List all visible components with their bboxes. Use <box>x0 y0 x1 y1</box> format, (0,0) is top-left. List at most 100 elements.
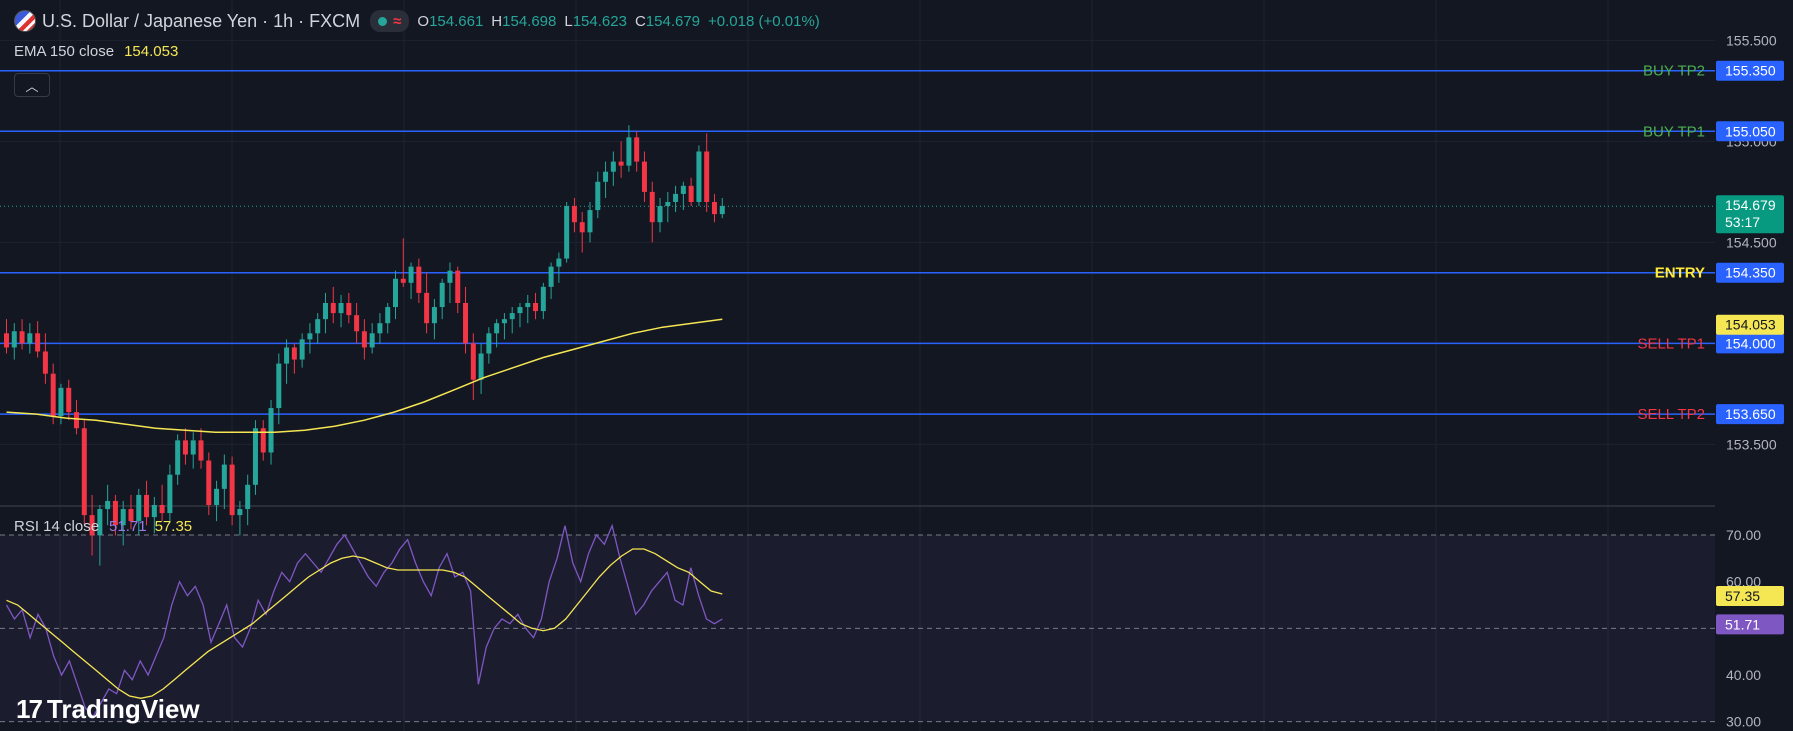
candle[interactable] <box>66 379 72 421</box>
candle[interactable] <box>416 258 422 303</box>
candle[interactable] <box>229 456 235 526</box>
candle[interactable] <box>4 319 9 354</box>
candle[interactable] <box>11 323 17 360</box>
candle[interactable] <box>307 323 313 354</box>
candle[interactable] <box>206 452 212 516</box>
candle[interactable] <box>649 181 655 243</box>
candle[interactable] <box>330 286 336 324</box>
candle[interactable] <box>455 266 461 314</box>
candle[interactable] <box>112 494 118 536</box>
candle[interactable] <box>27 323 33 354</box>
candle[interactable] <box>50 363 56 425</box>
candle[interactable] <box>315 313 321 344</box>
candle[interactable] <box>525 294 531 324</box>
candle[interactable] <box>361 319 367 360</box>
candle[interactable] <box>175 434 181 485</box>
level-entry[interactable]: ENTRY <box>0 265 1715 282</box>
trade-levels[interactable]: BUY TP2 BUY TP1 ENTRY SELL TP1 SELL TP2 <box>0 63 1715 423</box>
candle[interactable] <box>159 484 165 522</box>
candle[interactable] <box>564 202 570 263</box>
level-sell-tp1[interactable]: SELL TP1 <box>0 335 1715 352</box>
candle[interactable] <box>81 420 87 526</box>
candle[interactable] <box>377 313 383 344</box>
candle[interactable] <box>136 488 142 536</box>
candle[interactable] <box>556 252 562 283</box>
collapse-legend-button[interactable]: ︿ <box>14 73 50 97</box>
candle[interactable] <box>673 185 679 213</box>
candle[interactable] <box>120 500 126 546</box>
candle[interactable] <box>439 278 445 320</box>
candle[interactable] <box>35 321 41 358</box>
candle[interactable] <box>571 197 577 233</box>
status-pill[interactable]: ≈ <box>370 10 410 32</box>
candle[interactable] <box>322 292 328 334</box>
candle[interactable] <box>587 202 593 243</box>
candle[interactable] <box>284 339 290 384</box>
candle[interactable] <box>214 480 220 522</box>
candle[interactable] <box>369 323 375 354</box>
candle[interactable] <box>533 292 539 320</box>
level-sell-tp2[interactable]: SELL TP2 <box>0 406 1715 423</box>
candle[interactable] <box>338 294 344 328</box>
candle[interactable] <box>221 454 227 510</box>
candle[interactable] <box>618 141 624 178</box>
candle[interactable] <box>182 428 188 465</box>
candle[interactable] <box>509 307 515 334</box>
candle[interactable] <box>704 133 710 213</box>
candle[interactable] <box>424 272 430 334</box>
candle[interactable] <box>260 420 266 461</box>
candle[interactable] <box>486 327 492 364</box>
candle[interactable] <box>447 262 453 303</box>
candle[interactable] <box>128 494 134 530</box>
candle[interactable] <box>517 303 523 328</box>
candle[interactable] <box>610 151 616 186</box>
candle[interactable] <box>291 343 297 374</box>
candle[interactable] <box>198 428 204 469</box>
candle[interactable] <box>190 432 196 469</box>
candle[interactable] <box>431 298 437 340</box>
candle[interactable] <box>463 286 469 354</box>
candle[interactable] <box>688 177 694 207</box>
candle[interactable] <box>657 197 663 233</box>
candle[interactable] <box>579 212 585 253</box>
candle[interactable] <box>501 313 507 340</box>
candle[interactable] <box>237 500 243 536</box>
candle[interactable] <box>89 494 95 556</box>
candle[interactable] <box>385 303 391 334</box>
rsi-legend[interactable]: RSI 14 close 51.71 57.35 <box>14 518 192 535</box>
candle[interactable] <box>74 399 80 435</box>
candle[interactable] <box>540 282 546 320</box>
candle[interactable] <box>276 353 282 425</box>
candle[interactable] <box>19 319 25 350</box>
candle[interactable] <box>595 171 601 219</box>
candle[interactable] <box>696 145 702 207</box>
candle[interactable] <box>470 333 476 400</box>
candle[interactable] <box>641 151 647 203</box>
level-buy-tp1[interactable]: BUY TP1 <box>0 123 1715 140</box>
candle[interactable] <box>299 333 305 368</box>
candle[interactable] <box>548 262 554 299</box>
candle[interactable] <box>711 193 717 223</box>
symbol-title[interactable]: U.S. Dollar / Japanese Yen · 1h · FXCM <box>42 10 361 31</box>
level-buy-tp2[interactable]: BUY TP2 <box>0 63 1715 80</box>
candle[interactable] <box>478 343 484 394</box>
candle[interactable] <box>400 238 406 287</box>
candle[interactable] <box>393 270 398 320</box>
candle[interactable] <box>634 131 640 172</box>
candle[interactable] <box>603 161 609 198</box>
candle[interactable] <box>252 420 258 495</box>
candle[interactable] <box>626 125 632 172</box>
candle[interactable] <box>680 181 686 211</box>
candle[interactable] <box>346 292 352 324</box>
candles[interactable] <box>4 125 725 566</box>
candle[interactable] <box>144 480 150 526</box>
candle[interactable] <box>665 191 671 223</box>
candle[interactable] <box>167 464 173 522</box>
candle[interactable] <box>354 303 360 344</box>
candle[interactable] <box>105 484 111 526</box>
candle[interactable] <box>408 262 414 299</box>
candle[interactable] <box>42 333 48 384</box>
candle[interactable] <box>494 319 500 348</box>
